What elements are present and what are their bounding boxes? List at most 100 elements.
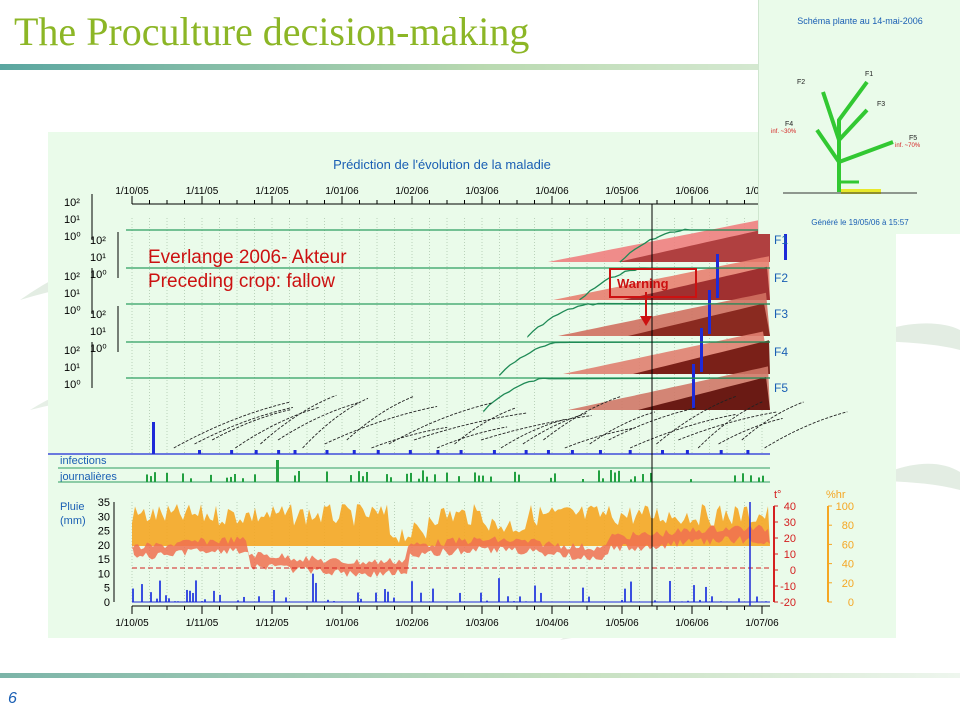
humidity-tick-label: 40 (842, 559, 854, 571)
infection-event-tick (325, 450, 329, 454)
risk-fill-dark (628, 303, 770, 336)
daily-infection-bar (326, 471, 328, 482)
leaf-panel-label: F4 (774, 345, 788, 359)
daily-infection-bar (386, 474, 388, 482)
risk-fill-dark (638, 377, 770, 410)
daily-infection-bar (146, 474, 148, 482)
humidity-tick-label: 0 (848, 597, 854, 609)
incubation-curve (235, 406, 320, 449)
leaf-y-tick-label: 10¹ (64, 362, 80, 374)
incubation-curve (436, 426, 508, 449)
rain-bar (738, 598, 740, 602)
rain-bar (141, 584, 143, 602)
infection-event-tick (408, 450, 412, 454)
top-tick-label: 1/11/05 (186, 186, 219, 197)
incubation-curve (589, 411, 656, 445)
annotation-line-1: Everlange 2006- Akteur (148, 247, 347, 268)
rain-bar (687, 600, 689, 602)
rain-bar (273, 589, 275, 602)
daily-infection-bar (422, 470, 424, 482)
rain-tick-label: 15 (98, 554, 110, 566)
daily-infection-bar (642, 474, 644, 482)
daily-infection-bar (210, 474, 212, 482)
rain-bar (189, 590, 191, 602)
title-underline (0, 64, 960, 70)
top-tick-label: 1/03/06 (465, 186, 499, 197)
daily-infection-bar (276, 460, 279, 482)
incubation-curve (302, 397, 369, 449)
infection-event-bar (152, 422, 155, 454)
daily-infection-bar (758, 477, 760, 482)
daily-infection-bar (610, 470, 612, 482)
top-tick-label: 1/06/06 (675, 186, 709, 197)
daily-infection-bar (742, 473, 744, 482)
infection-event-tick (459, 450, 463, 454)
daily-infection-bar (254, 474, 256, 482)
infections-label: infections (60, 455, 107, 467)
bottom-tick-label: 1/10/05 (115, 618, 149, 629)
daily-infection-bar (358, 471, 360, 482)
leaf-y-tick-label: 10⁰ (64, 305, 81, 317)
daily-infection-bar (762, 475, 764, 482)
rain-bar (219, 594, 221, 602)
rain-bar (204, 599, 206, 602)
rain-tick-label: 20 (98, 540, 110, 552)
infection-event-tick (352, 450, 356, 454)
infection-event-tick (376, 450, 380, 454)
daily-infection-bar (446, 472, 448, 482)
rain-bar (654, 600, 656, 602)
rain-bar (588, 596, 590, 602)
rain-bar (132, 588, 134, 602)
leaf-infection-marker (708, 290, 711, 334)
humidity-tick-label: 20 (842, 578, 854, 590)
incubation-curve (173, 401, 290, 449)
top-tick-label: 1/05/06 (605, 186, 639, 197)
rain-axis-label: (mm) (60, 515, 86, 527)
rain-bar (459, 592, 461, 602)
humidity-axis-label: %hr (826, 489, 846, 501)
rain-bar (168, 598, 170, 602)
infection-event-tick (198, 450, 201, 454)
incubation-curve (678, 411, 777, 441)
inset-leaf-label-f2: F2 (797, 79, 805, 86)
daily-infection-bar (634, 476, 636, 482)
daily-infection-bar (298, 470, 300, 482)
footer-bar (0, 673, 960, 678)
bottom-tick-label: 1/03/06 (465, 618, 499, 629)
leaf-progression-curve (619, 228, 770, 263)
field-annotation: Everlange 2006- Akteur Preceding crop: f… (148, 246, 347, 294)
daily-infection-bar (514, 471, 516, 482)
bottom-tick-label: 1/02/06 (395, 618, 429, 629)
rain-bar (165, 595, 167, 602)
rain-tick-label: 35 (98, 497, 110, 509)
incubation-curve (500, 419, 565, 449)
inset-leaf-label-f1: F1 (865, 71, 873, 78)
slide-title: The Proculture decision-making (14, 9, 530, 54)
leaf-y-tick-label: 10¹ (64, 214, 80, 226)
warning-arrow (640, 292, 652, 326)
daily-infection-bar (482, 475, 484, 482)
rain-bar (315, 582, 317, 602)
incubation-curve (718, 417, 783, 445)
rain-bar (420, 592, 422, 602)
bottom-tick-label: 1/04/06 (535, 618, 569, 629)
incubation-curve (741, 401, 804, 441)
infection-event-tick (628, 450, 632, 454)
infection-event-tick (746, 450, 750, 454)
rain-bar (357, 592, 359, 602)
inset-infection-f5: inf. ~70% (895, 143, 921, 149)
daily-infection-bar (474, 472, 476, 482)
infection-event-tick (277, 450, 281, 454)
rain-bar (540, 592, 542, 602)
daily-infection-bar (614, 472, 616, 482)
risk-fill-dark (618, 228, 770, 262)
temperature-tick-label: 30 (784, 517, 796, 529)
daily-infection-bar (650, 472, 652, 482)
leaf-y-tick-label: 10⁰ (64, 379, 81, 391)
leaf-panel-label: F3 (774, 307, 788, 321)
rain-bar (285, 597, 287, 602)
page-number: 6 (8, 690, 17, 707)
chart-canvas: Prédiction de l'évolution de la maladie … (48, 157, 854, 629)
rain-bar (192, 592, 194, 602)
leaf-infection-marker (716, 254, 719, 298)
